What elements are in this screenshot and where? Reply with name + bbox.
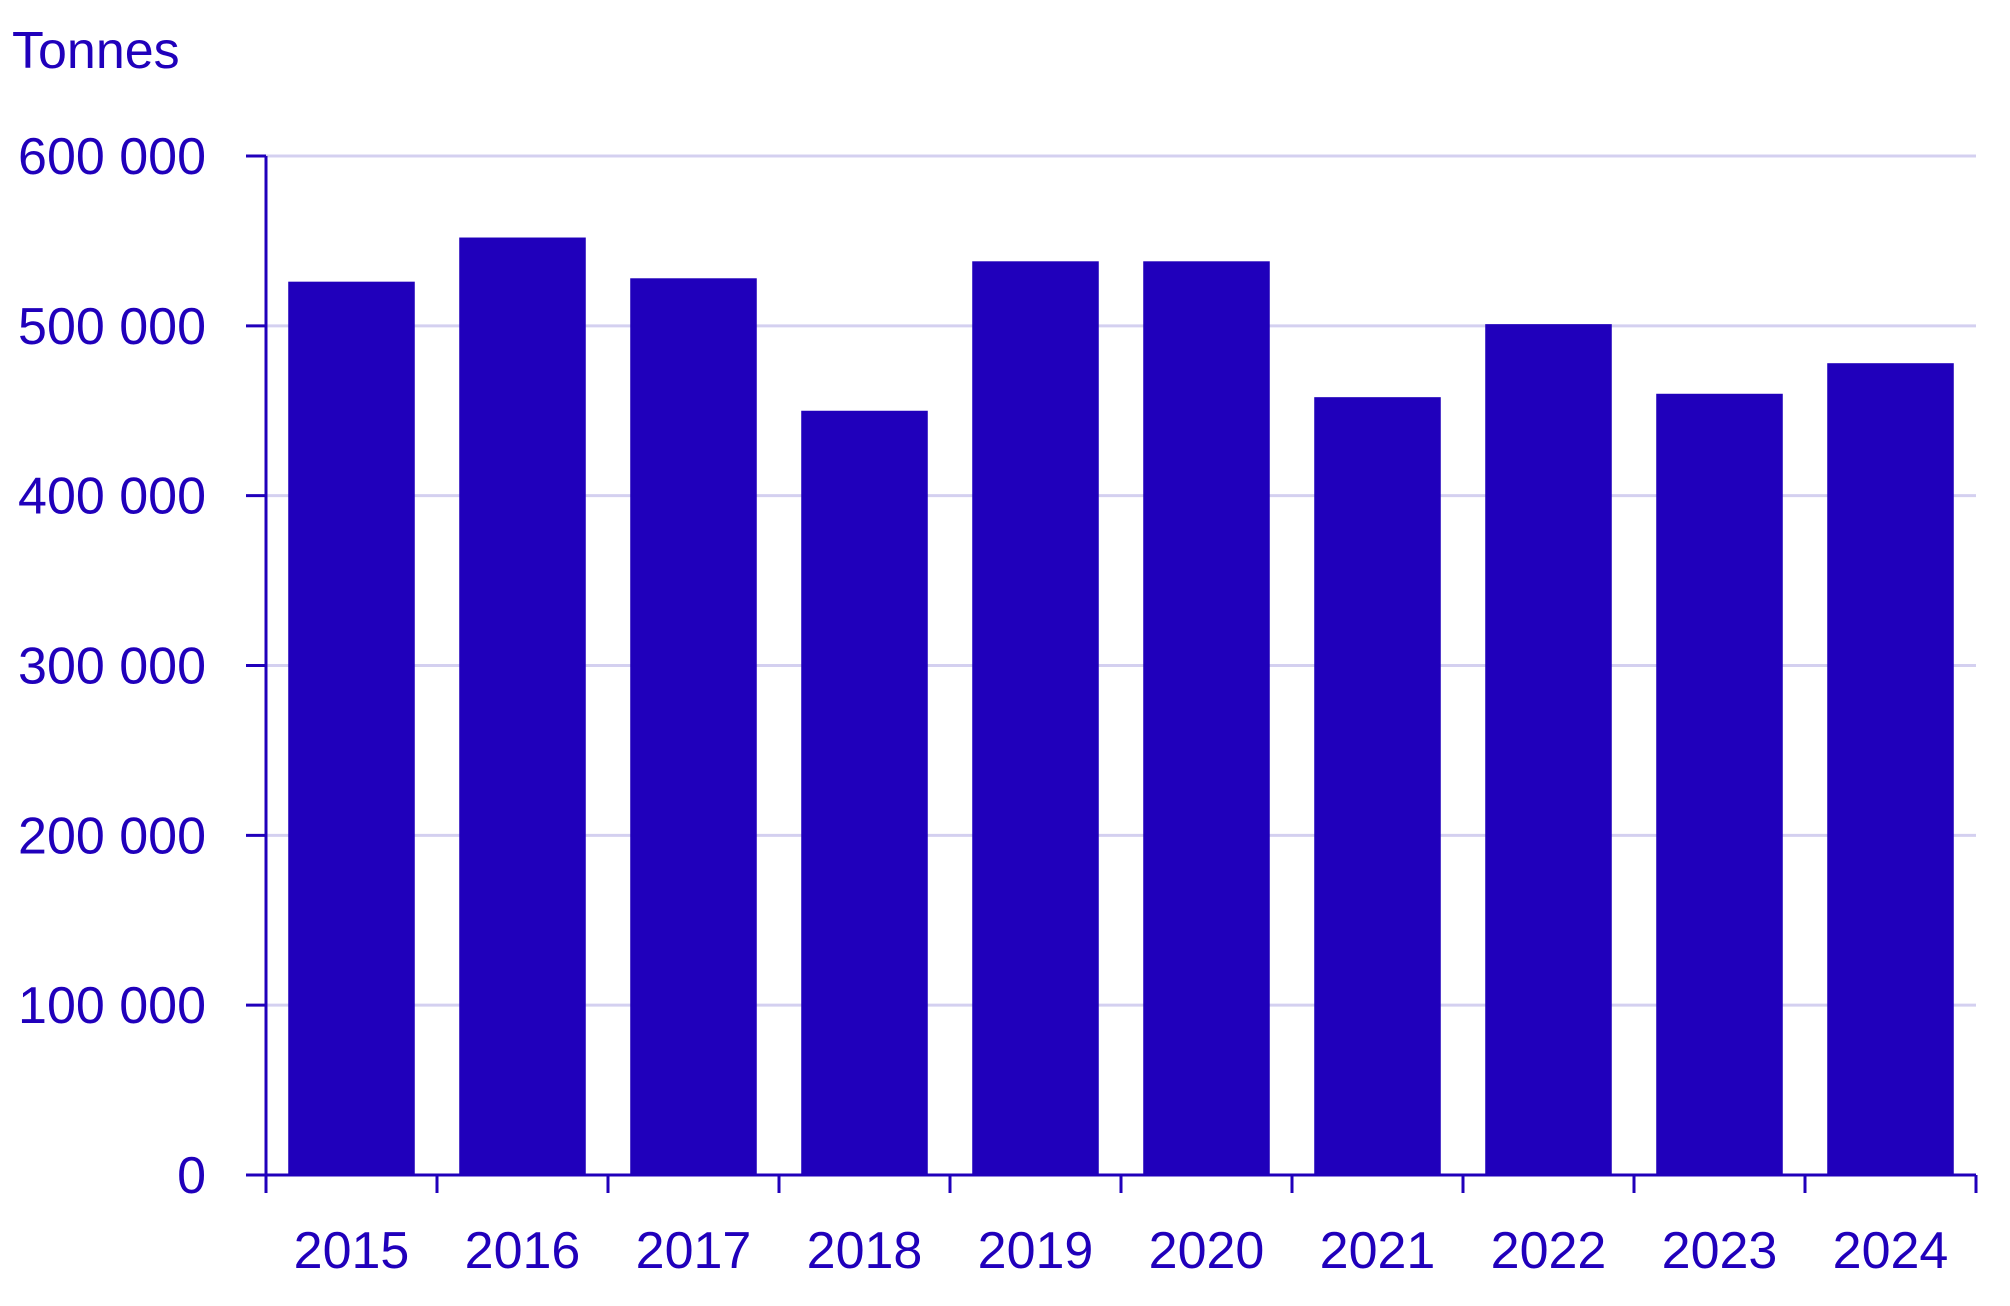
- bar-2017: [630, 278, 757, 1175]
- x-tick-label: 2018: [807, 1222, 923, 1280]
- bar-2023: [1656, 393, 1783, 1175]
- bar-2018: [801, 410, 928, 1175]
- y-tick-label: 600 000: [18, 128, 206, 186]
- x-tick-label: 2024: [1833, 1222, 1949, 1280]
- bars: [288, 237, 1954, 1176]
- x-tick-label: 2022: [1491, 1222, 1607, 1280]
- axes: [246, 154, 1978, 1193]
- y-tick-label: 400 000: [18, 468, 206, 526]
- x-tick-label: 2021: [1320, 1222, 1436, 1280]
- bar-2020: [1143, 261, 1270, 1176]
- x-tick-label: 2023: [1662, 1222, 1778, 1280]
- y-tick-label: 300 000: [18, 638, 206, 696]
- x-tick-label: 2017: [636, 1222, 752, 1280]
- x-tick-labels: 2015 2016 2017 2018 2019 2020 2021 2022 2023 2024: [294, 1222, 1949, 1280]
- bar-2019: [972, 261, 1099, 1176]
- bar-2021: [1314, 397, 1441, 1175]
- x-tick-label: 2015: [294, 1222, 410, 1280]
- bar-2024: [1827, 363, 1954, 1175]
- y-tick-label: 0: [177, 1147, 206, 1205]
- bar-2016: [459, 237, 586, 1175]
- x-tick-label: 2020: [1149, 1222, 1265, 1280]
- bar-2022: [1485, 324, 1612, 1175]
- y-tick-label: 100 000: [18, 977, 206, 1035]
- y-tick-label: 200 000: [18, 807, 206, 865]
- bar-2015: [288, 281, 415, 1176]
- y-tick-label: 500 000: [18, 298, 206, 356]
- y-tick-labels: 0 100 000 200 000 300 000 400 000 500 000 600 …: [18, 128, 206, 1205]
- x-tick-label: 2019: [978, 1222, 1094, 1280]
- x-tick-label: 2016: [465, 1222, 581, 1280]
- y-axis-unit-label: Tonnes: [12, 22, 180, 80]
